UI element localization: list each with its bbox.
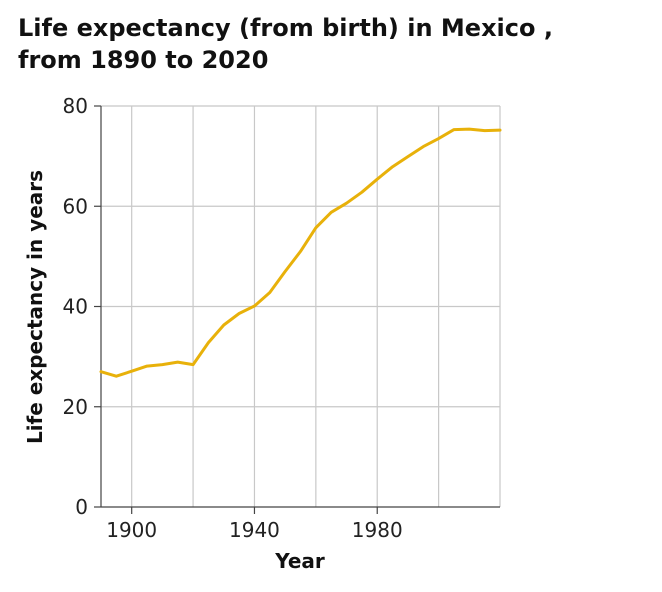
y-tick-label-40: 40 (63, 295, 88, 319)
x-tick-label-1980: 1980 (352, 518, 403, 542)
grid (101, 105, 501, 507)
y-tick-label-20: 20 (63, 395, 88, 419)
chart-title-line-2: from 1890 to 2020 (18, 46, 269, 74)
tick-labels: 0 20 40 60 80 1900 1940 1980 (63, 94, 403, 542)
axes (94, 105, 500, 514)
y-tick-label-60: 60 (63, 194, 88, 218)
x-tick-label-1900: 1900 (106, 518, 157, 542)
series-group (99, 127, 502, 378)
chart-title: Life expectancy (from birth) in Mexico ,… (18, 12, 648, 76)
y-tick-label-80: 80 (63, 94, 88, 118)
x-axis-label: Year (274, 549, 325, 573)
chart-title-line-1: Life expectancy (from birth) in Mexico , (18, 14, 553, 42)
y-axis-label: Life expectancy in years (23, 170, 47, 444)
series-line-0 (99, 127, 502, 378)
y-tick-label-0: 0 (75, 495, 88, 519)
x-tick-label-1940: 1940 (229, 518, 280, 542)
